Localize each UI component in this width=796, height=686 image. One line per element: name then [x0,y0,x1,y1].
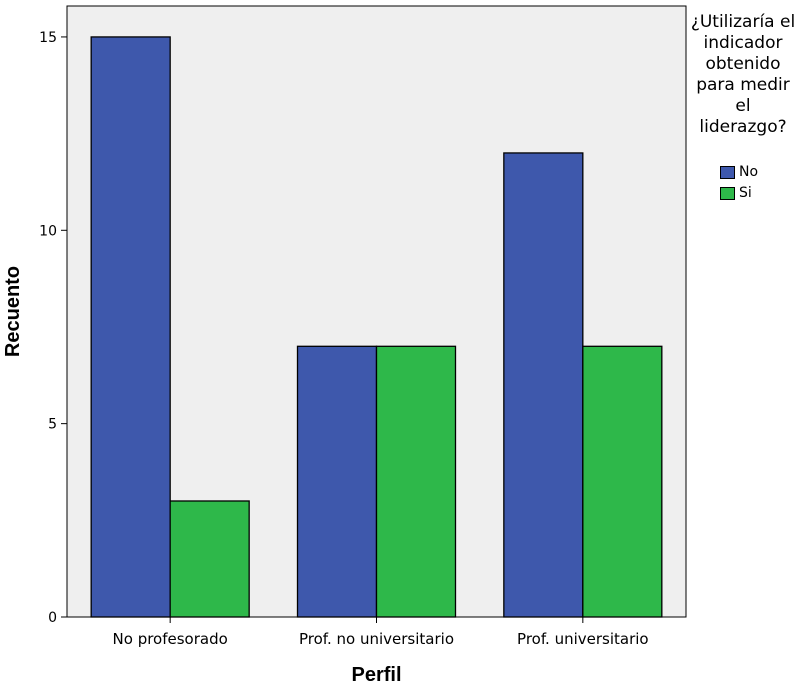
x-axis-title: Perfil [351,664,401,686]
x-axis: No profesorado Prof. no universitario Prof… [113,617,649,648]
legend-title: ¿Utilizaría el indicador obtenido para m… [690,12,796,137]
legend-label-no: No [739,164,759,180]
bars-group [90,36,663,618]
bar-si-1 [169,500,250,618]
y-axis: 0 5 10 15 [39,30,67,626]
y-axis-title: Recuento [2,266,24,357]
legend-item-no: No [720,164,758,180]
x-tick-label: Prof. universitario [517,630,649,648]
y-tick-label: 0 [48,610,57,626]
x-tick-label: Prof. no universitario [299,630,454,648]
bar-no-1 [90,36,171,618]
bar-no-3 [503,152,584,618]
x-tick-label: No profesorado [113,630,228,648]
y-tick-label: 5 [48,417,57,433]
bar-no-2 [296,345,378,618]
legend-swatch-si [720,186,735,200]
y-tick-label: 10 [39,223,57,239]
bar-si-2 [375,345,457,618]
legend-swatch-no [720,165,735,179]
legend-label-si: Si [739,185,752,201]
legend-item-si: Si [720,185,752,201]
y-tick-label: 15 [39,30,57,46]
bar-si-3 [582,345,663,618]
